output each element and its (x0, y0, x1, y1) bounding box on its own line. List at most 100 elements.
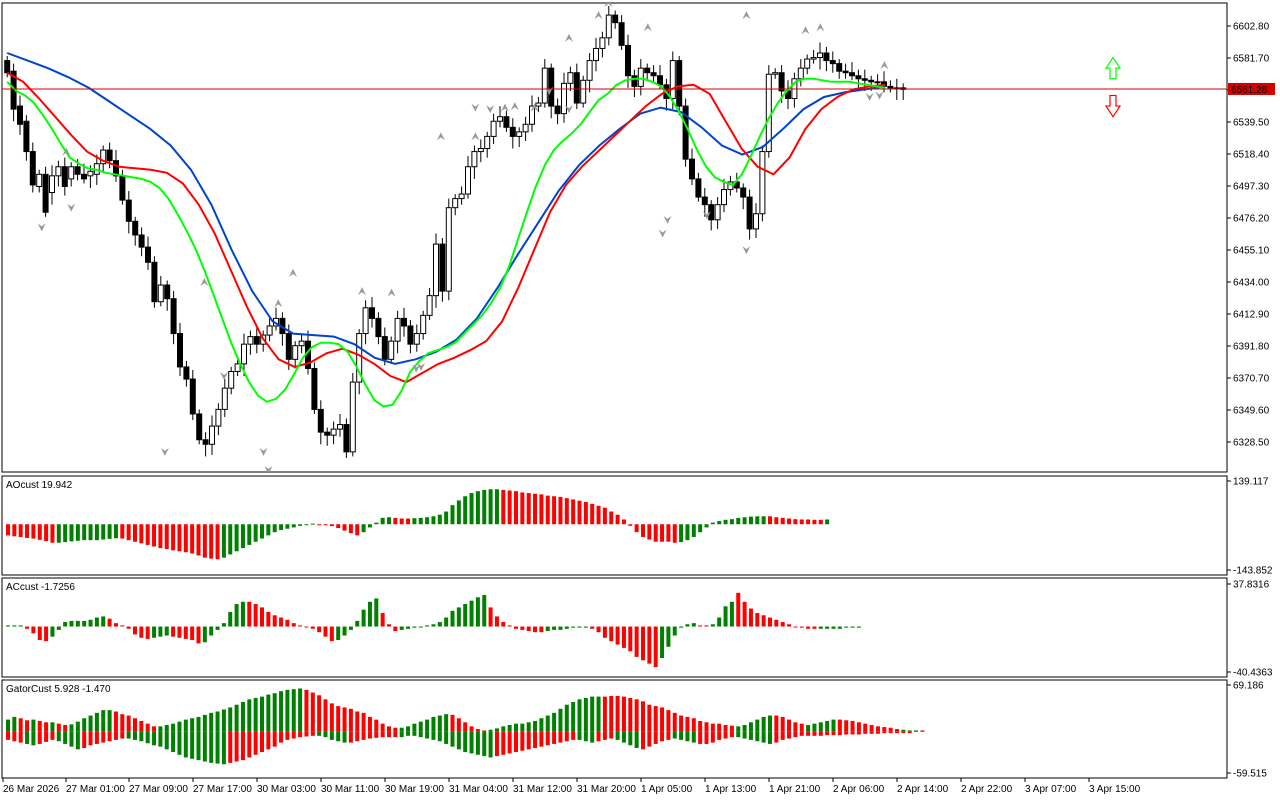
candle[interactable] (55, 160, 62, 187)
candle[interactable] (618, 15, 625, 50)
candle[interactable] (221, 379, 228, 417)
candle[interactable] (356, 329, 363, 395)
candle[interactable] (529, 95, 535, 132)
candle[interactable] (138, 227, 145, 257)
candle[interactable] (829, 51, 836, 73)
candle[interactable] (100, 145, 107, 173)
candle[interactable] (164, 280, 171, 311)
candle[interactable] (61, 157, 68, 196)
candle[interactable] (157, 275, 164, 307)
candle[interactable] (196, 409, 203, 445)
candle[interactable] (42, 166, 49, 217)
candle[interactable] (349, 372, 356, 457)
candle[interactable] (23, 115, 30, 161)
candle[interactable] (753, 203, 759, 239)
candle[interactable] (209, 415, 215, 455)
candle[interactable] (804, 54, 811, 75)
candle[interactable] (369, 297, 375, 328)
candle[interactable] (497, 106, 503, 128)
candle[interactable] (727, 175, 734, 196)
candle[interactable] (413, 324, 420, 352)
candle[interactable] (29, 142, 36, 193)
candle[interactable] (554, 98, 561, 125)
candle[interactable] (605, 5, 612, 46)
candle[interactable] (573, 63, 580, 110)
candle[interactable] (708, 200, 715, 231)
candle[interactable] (849, 62, 855, 81)
candle[interactable] (266, 318, 273, 342)
candle[interactable] (842, 63, 849, 79)
candle[interactable] (887, 80, 894, 93)
candle[interactable] (317, 400, 324, 445)
candle[interactable] (132, 216, 139, 246)
candle[interactable] (785, 80, 791, 110)
candle[interactable] (503, 110, 510, 132)
candle[interactable] (541, 59, 548, 108)
candle[interactable] (298, 333, 305, 354)
candle[interactable] (484, 131, 491, 158)
candle[interactable] (823, 46, 830, 72)
candle[interactable] (740, 183, 747, 210)
candle[interactable] (330, 421, 337, 445)
candle[interactable] (452, 194, 459, 216)
ac-panel[interactable]: ACcust -1.7256 37.8316 -40.4363 (1, 577, 1273, 679)
candle[interactable] (362, 300, 369, 345)
candle[interactable] (593, 37, 599, 72)
candle[interactable] (433, 233, 439, 308)
candle[interactable] (650, 65, 657, 82)
candle[interactable] (10, 63, 17, 122)
candle[interactable] (253, 327, 260, 354)
candle[interactable] (337, 413, 343, 437)
candle[interactable] (381, 327, 388, 366)
candle[interactable] (580, 75, 587, 108)
candle[interactable] (445, 198, 452, 301)
candle[interactable] (535, 96, 542, 113)
candle[interactable] (401, 307, 407, 337)
candle[interactable] (17, 95, 23, 135)
candle[interactable] (714, 197, 721, 229)
candle[interactable] (49, 165, 55, 205)
candle[interactable] (477, 139, 484, 163)
candle[interactable] (522, 116, 529, 141)
candle[interactable] (836, 59, 843, 79)
candle[interactable] (855, 69, 862, 91)
candle[interactable] (36, 169, 43, 193)
candle[interactable] (375, 312, 382, 345)
price-panel[interactable]: 6602.806581.706560.606539.506518.406497.… (1, 0, 1275, 474)
candle[interactable] (324, 427, 331, 446)
candle[interactable] (682, 98, 689, 167)
candle[interactable] (407, 319, 414, 354)
candle[interactable] (509, 118, 516, 149)
candle[interactable] (695, 172, 702, 202)
candle[interactable] (644, 63, 651, 81)
candle[interactable] (177, 322, 183, 377)
candle[interactable] (183, 360, 190, 387)
candle[interactable] (797, 59, 804, 87)
candle[interactable] (189, 369, 196, 421)
candle[interactable] (343, 418, 350, 458)
candle[interactable] (202, 432, 209, 457)
candle[interactable] (426, 288, 433, 320)
ao-panel[interactable]: AOcust 19.942 139.117 -143.852 (1, 475, 1273, 577)
candle[interactable] (599, 31, 606, 58)
candle[interactable] (439, 238, 446, 302)
candle[interactable] (746, 189, 753, 240)
candle[interactable] (817, 42, 823, 70)
candle[interactable] (567, 66, 574, 91)
candle[interactable] (228, 366, 235, 395)
candle[interactable] (701, 187, 708, 217)
candle[interactable] (273, 307, 279, 331)
candle[interactable] (810, 49, 817, 64)
candle[interactable] (772, 68, 779, 79)
candle[interactable] (388, 336, 395, 364)
candle[interactable] (420, 310, 427, 340)
candle[interactable] (311, 362, 318, 414)
candle[interactable] (586, 52, 593, 93)
candle[interactable] (292, 341, 299, 369)
candle[interactable] (631, 69, 638, 97)
candle[interactable] (170, 291, 177, 345)
candle[interactable] (490, 113, 497, 144)
candle[interactable] (471, 145, 478, 179)
candle[interactable] (247, 330, 254, 355)
candle[interactable] (68, 162, 75, 187)
